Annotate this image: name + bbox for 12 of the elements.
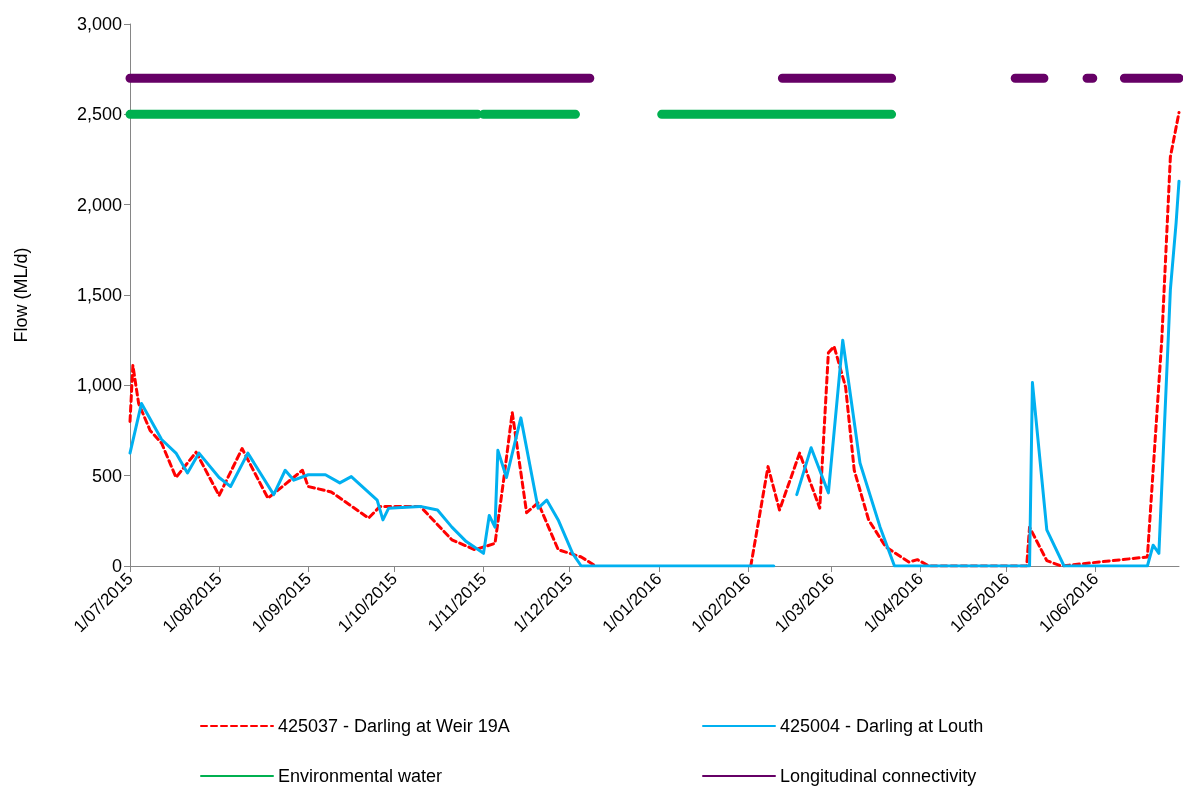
y-tick-label: 1,000 <box>76 375 122 396</box>
y-tick-label: 3,000 <box>76 14 122 34</box>
legend-label: 425004 - Darling at Louth <box>780 716 984 736</box>
legend-label: 425037 - Darling at Weir 19A <box>278 716 510 736</box>
y-tick-label: 500 <box>91 465 122 486</box>
y-tick-label: 0 <box>111 556 122 576</box>
y-tick-label: 2,000 <box>76 194 122 215</box>
y-axis-title: Flow (ML/d) <box>11 247 31 343</box>
legend-label: Longitudinal connectivity <box>780 766 977 786</box>
y-tick-label: 1,500 <box>76 285 122 305</box>
y-tick-label: 2,500 <box>76 104 122 125</box>
legend-label: Environmental water <box>278 766 443 786</box>
